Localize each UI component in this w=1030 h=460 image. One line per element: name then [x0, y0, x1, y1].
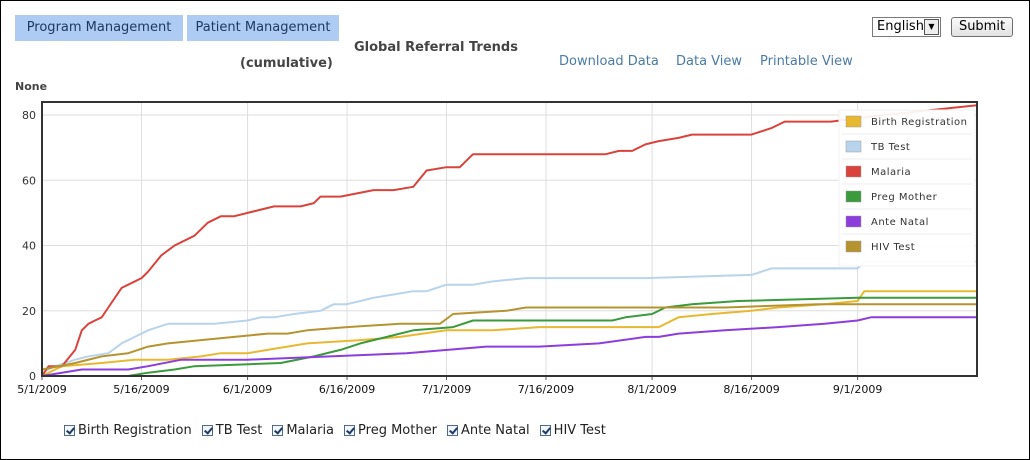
x-tick-label: 5/16/2009 — [113, 383, 169, 396]
printable-view-link[interactable]: Printable View — [760, 54, 853, 69]
language-select[interactable]: English ▼ — [872, 17, 941, 37]
patient-management-button[interactable]: Patient Management — [187, 15, 339, 41]
y-tick-label: 0 — [29, 370, 36, 383]
checkbox-checked-icon[interactable] — [272, 424, 284, 436]
legend-swatch — [845, 140, 862, 153]
program-management-button[interactable]: Program Management — [15, 15, 183, 41]
series-line-birth-registration — [41, 290, 978, 377]
y-tick-label: 20 — [22, 305, 36, 318]
download-data-link[interactable]: Download Data — [559, 54, 659, 69]
legend-label: Preg Mother — [871, 192, 938, 203]
series-line-malaria — [41, 104, 978, 377]
series-line-hiv-test — [41, 303, 978, 371]
checkbox-checked-icon[interactable] — [64, 424, 75, 436]
series-toggle-label: Preg Mother — [358, 422, 437, 438]
series-line-preg-mother — [41, 296, 978, 377]
y-tick-label: 80 — [22, 109, 36, 122]
legend-label: Ante Natal — [871, 217, 929, 228]
checkbox-checked-icon[interactable] — [201, 424, 213, 436]
legend-label: Birth Registration — [871, 117, 968, 128]
series-toggle-tb-test[interactable]: TB Test — [201, 422, 263, 438]
legend-swatch — [845, 240, 862, 253]
series-toggle-bar: Birth Registration TB Test Malaria Preg Mot… — [64, 421, 616, 439]
checkbox-checked-icon[interactable] — [446, 424, 458, 436]
x-tick-label: 7/1/2009 — [422, 383, 471, 396]
series-toggle-label: Malaria — [286, 422, 335, 438]
y-tick-label: 40 — [22, 240, 36, 253]
x-tick-label: 7/16/2009 — [518, 383, 574, 396]
series-line-tb-test — [41, 260, 978, 374]
x-tick-label: 6/1/2009 — [223, 383, 272, 396]
y-tick-label: 60 — [22, 174, 36, 187]
series-toggle-birth-registration[interactable]: Birth Registration — [64, 423, 192, 438]
x-tick-label: 8/16/2009 — [723, 383, 779, 396]
series-toggle-label: TB Test — [215, 422, 263, 438]
axis-group-label: None — [15, 80, 48, 93]
series-toggle-preg-mother[interactable]: Preg Mother — [344, 423, 437, 438]
submit-button[interactable]: Submit — [951, 17, 1013, 37]
series-toggle-ante-natal[interactable]: Ante Natal — [446, 422, 530, 438]
legend-label: TB Test — [870, 142, 910, 153]
x-tick-label: 5/1/2009 — [17, 383, 66, 396]
legend-label: Malaria — [871, 167, 911, 178]
legend-label: HIV Test — [871, 242, 915, 253]
plot-area — [42, 102, 977, 376]
x-tick-label: 9/1/2009 — [833, 383, 882, 396]
chevron-down-icon[interactable]: ▼ — [924, 19, 939, 35]
checkbox-checked-icon[interactable] — [539, 424, 551, 436]
legend-swatch — [845, 190, 862, 203]
checkbox-checked-icon[interactable] — [344, 424, 356, 436]
legend-swatch — [845, 165, 862, 178]
legend: Birth Registration TB Test Malaria Preg Mot… — [838, 109, 976, 267]
series-toggle-malaria[interactable]: Malaria — [272, 423, 334, 438]
series-toggle-label: HIV Test — [553, 422, 606, 438]
plot-border — [41, 101, 978, 377]
chart-title: Global Referral Trends — [354, 40, 518, 55]
series-toggle-label: Birth Registration — [78, 422, 192, 438]
x-tick-label: 8/1/2009 — [627, 383, 676, 396]
legend-swatch — [845, 115, 862, 128]
legend-box — [838, 109, 976, 267]
legend-swatch — [845, 215, 862, 228]
x-tick-label: 6/16/2009 — [319, 383, 375, 396]
series-toggle-hiv-test[interactable]: HIV Test — [539, 422, 606, 438]
language-selected-value: English — [877, 19, 924, 34]
data-view-link[interactable]: Data View — [676, 54, 743, 69]
series-toggle-label: Ante Natal — [460, 422, 530, 438]
series-line-ante-natal — [41, 316, 978, 377]
chart-subtitle: (cumulative) — [240, 56, 333, 71]
